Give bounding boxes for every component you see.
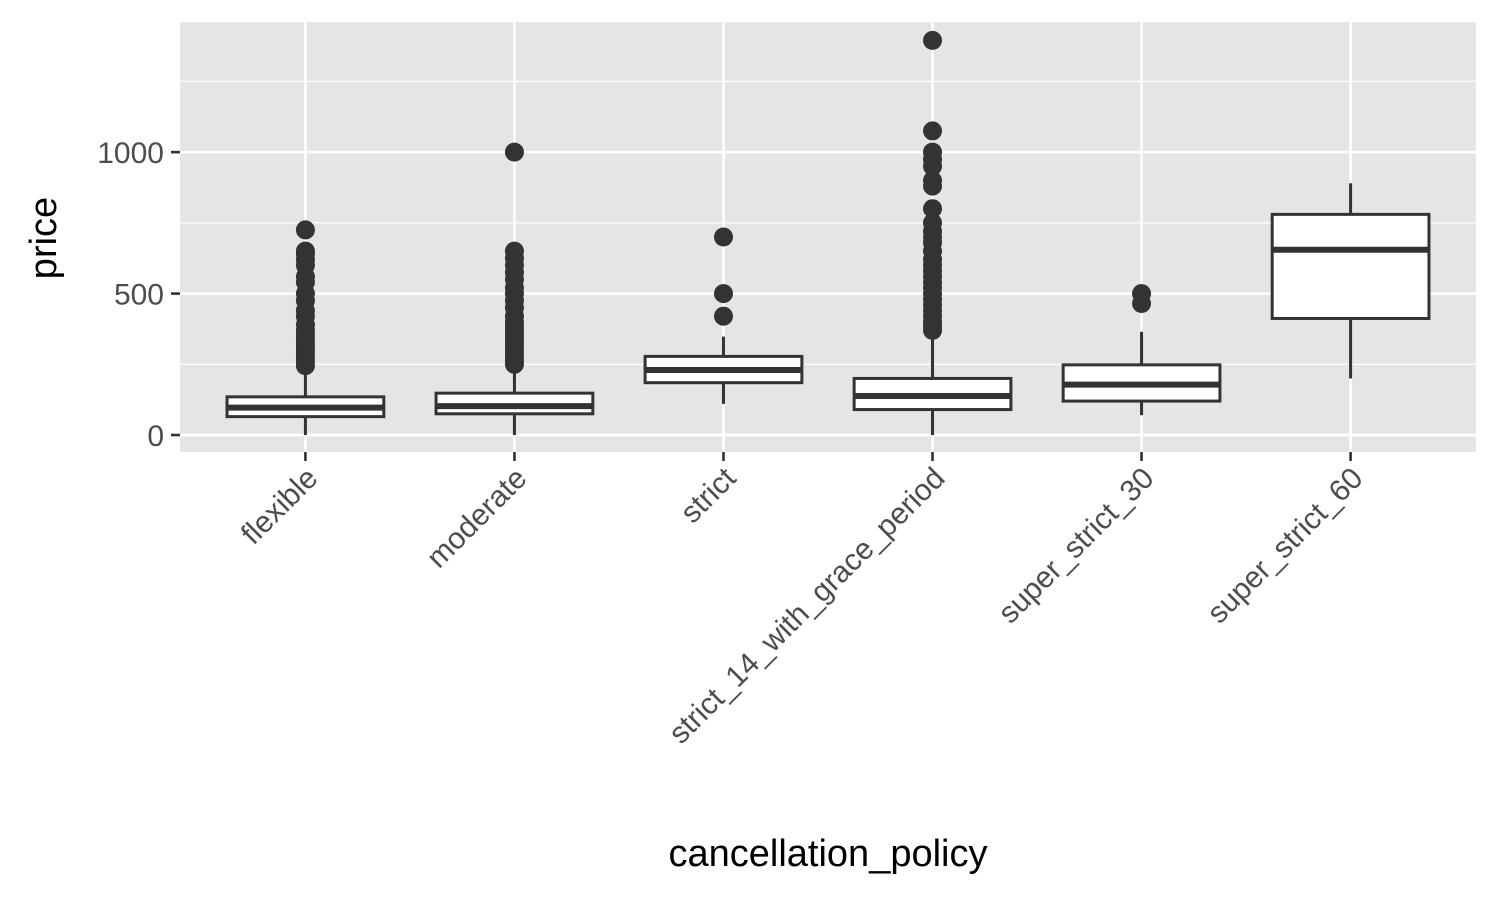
y-axis-title: price bbox=[23, 197, 65, 279]
outlier-point bbox=[1132, 284, 1152, 304]
box-strict-14-with-grace-period bbox=[852, 30, 1013, 436]
outlier-point bbox=[713, 306, 733, 326]
x-tick-label: super_strict_30 bbox=[992, 462, 1160, 630]
y-tick-label: 1000 bbox=[97, 137, 164, 170]
box-super-strict-60 bbox=[1270, 183, 1431, 379]
y-tick-label: 500 bbox=[114, 279, 164, 312]
outlier-point bbox=[923, 213, 943, 233]
x-tick-label: moderate bbox=[420, 462, 533, 575]
outlier-point bbox=[923, 199, 943, 219]
plot-panel bbox=[180, 22, 1476, 452]
x-tick-label: super_strict_60 bbox=[1201, 462, 1369, 630]
x-tick-label: flexible bbox=[235, 462, 324, 551]
outlier-point bbox=[923, 142, 943, 162]
outlier-point bbox=[923, 30, 943, 50]
x-axis: flexible moderate strictstrict_14_with_gra… bbox=[235, 452, 1370, 750]
outlier-point bbox=[504, 241, 524, 261]
box-iqr bbox=[1270, 212, 1431, 320]
y-tick-label: 0 bbox=[147, 420, 164, 453]
x-tick-label: strict bbox=[674, 461, 743, 530]
outlier-point bbox=[923, 170, 943, 190]
box-strict bbox=[643, 227, 804, 404]
outlier-point bbox=[504, 142, 524, 162]
box-moderate bbox=[434, 142, 595, 436]
y-axis: 0 500 1000 bbox=[97, 137, 180, 453]
outlier-point bbox=[923, 121, 943, 141]
box-super-strict-30 bbox=[1061, 284, 1222, 416]
outlier-point bbox=[713, 227, 733, 247]
outlier-point bbox=[295, 220, 315, 240]
box-flexible bbox=[225, 220, 386, 436]
outlier-point bbox=[713, 284, 733, 304]
x-axis-title: cancellation_policy bbox=[669, 833, 988, 875]
box-plots bbox=[225, 30, 1431, 436]
outlier-point bbox=[295, 241, 315, 261]
